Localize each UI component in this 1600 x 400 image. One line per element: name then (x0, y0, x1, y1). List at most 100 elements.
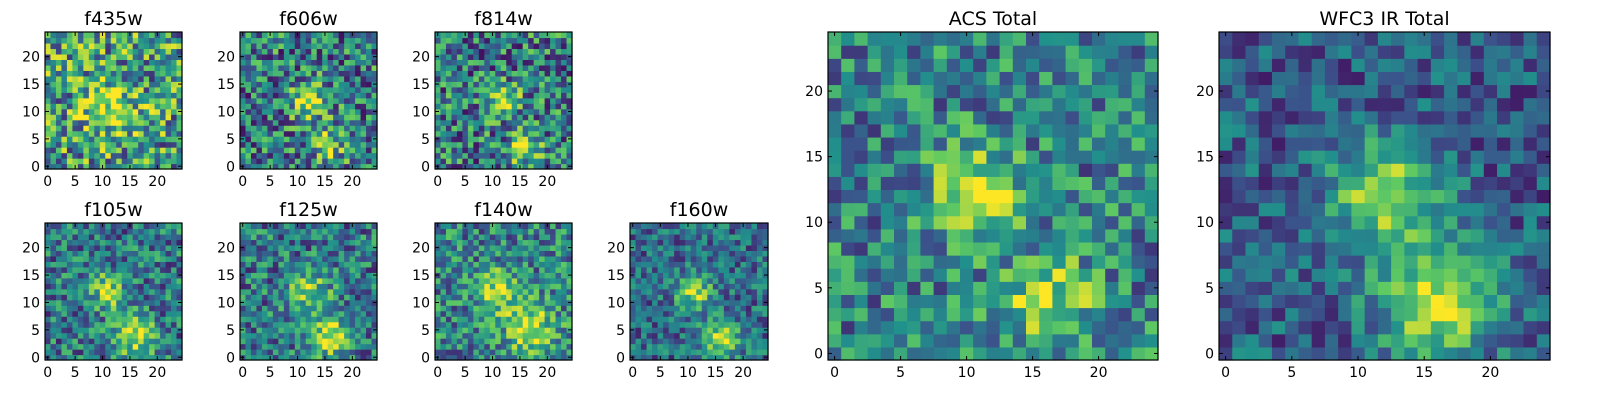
heatmap-cell (344, 250, 351, 257)
heatmap-cell (1298, 163, 1313, 177)
heatmap-cell (121, 103, 128, 110)
heatmap-cell (1118, 202, 1133, 217)
heatmap-cell (440, 119, 447, 126)
heatmap-cell (550, 130, 557, 137)
heatmap-cell (435, 349, 442, 356)
heatmap-cell (1245, 84, 1260, 99)
heatmap-cell (880, 333, 895, 348)
heatmap-cell (1039, 110, 1053, 125)
heatmap-cell (435, 277, 442, 284)
heatmap-cell (138, 343, 145, 350)
heatmap-cell (1039, 215, 1053, 230)
heatmap-cell (138, 327, 145, 334)
heatmap-cell (132, 343, 139, 350)
heatmap-cell (1457, 110, 1472, 125)
heatmap-cell (517, 152, 524, 159)
heatmap-cell (127, 53, 134, 60)
heatmap-cell (45, 103, 52, 110)
heatmap-cell (1144, 333, 1159, 348)
heatmap-cell (349, 97, 356, 104)
heatmap-cell (165, 283, 172, 290)
heatmap-cell (544, 103, 551, 110)
heatmap-cell (132, 92, 139, 99)
heatmap-cell (316, 228, 323, 235)
heatmap-cell (250, 277, 258, 284)
heatmap-cell (1144, 136, 1159, 151)
heatmap-cell (300, 354, 307, 361)
heatmap-cell (121, 327, 128, 334)
heatmap-cell (500, 299, 507, 306)
heatmap-cell (171, 338, 178, 345)
heatmap-cell (132, 130, 139, 137)
heatmap-cell (267, 152, 274, 159)
heatmap-cell (435, 103, 442, 110)
heatmap-cell (511, 103, 518, 110)
heatmap-cell (489, 114, 496, 121)
heatmap-cell (83, 114, 90, 121)
heatmap-cell (1523, 163, 1538, 177)
heatmap-cell (261, 53, 268, 60)
heatmap-cell (240, 332, 247, 339)
heatmap-cell (66, 86, 73, 93)
heatmap-cell (1457, 294, 1472, 309)
heatmap-cell (1258, 268, 1273, 282)
heatmap-cell (544, 299, 551, 306)
heatmap-cell (55, 147, 63, 154)
heatmap-cell (920, 176, 935, 191)
heatmap-cell (61, 294, 68, 301)
heatmap-cell (828, 45, 842, 59)
heatmap-cell (371, 332, 378, 339)
heatmap-cell (522, 349, 529, 356)
heatmap-cell (1391, 84, 1405, 99)
heatmap-cell (566, 283, 573, 290)
heatmap-cell (1391, 123, 1405, 138)
heatmap-cell (986, 97, 1001, 112)
heatmap-cell (105, 250, 112, 257)
heatmap-cell (333, 338, 340, 345)
heatmap-cell (165, 114, 172, 121)
heatmap-cell (854, 32, 869, 46)
heatmap-cell (1324, 281, 1339, 295)
heatmap-cell (360, 158, 367, 165)
heatmap-cell (305, 244, 312, 251)
heatmap-cell (1065, 255, 1080, 269)
heatmap-cell (121, 86, 128, 93)
heatmap-cell (841, 189, 855, 204)
heatmap-cell (1285, 268, 1300, 282)
heatmap-cell (986, 346, 1001, 361)
heatmap-cell (522, 158, 529, 165)
heatmap-cell (456, 283, 463, 290)
heatmap-cell (154, 338, 161, 345)
heatmap-cell (867, 176, 882, 191)
heatmap-cell (327, 125, 334, 132)
heatmap-cell (566, 70, 573, 77)
heatmap-cell (94, 327, 101, 334)
heatmap-cell (176, 147, 183, 154)
heatmap-cell (245, 283, 252, 290)
heatmap-cell (1131, 71, 1146, 86)
heatmap-cell (105, 294, 112, 301)
heatmap-cell (289, 64, 296, 71)
heatmap-cell (894, 150, 908, 164)
heatmap-cell (478, 141, 485, 148)
heatmap-cell (539, 349, 546, 356)
heatmap-cell (110, 349, 117, 356)
heatmap-cell (1105, 215, 1119, 230)
heatmap-cell (1430, 228, 1445, 243)
heatmap-cell (1039, 32, 1053, 46)
heatmap-cell (1536, 294, 1551, 309)
heatmap-cell (1052, 320, 1067, 335)
heatmap-cell (245, 244, 252, 251)
heatmap-cell (986, 189, 1001, 204)
heatmap-cell (83, 86, 90, 93)
heatmap-cell (240, 119, 247, 126)
heatmap-cell (160, 37, 167, 44)
heatmap-cell (322, 37, 329, 44)
heatmap-cell (478, 108, 485, 115)
heatmap-cell (316, 338, 323, 345)
heatmap-cell (165, 305, 172, 312)
heatmap-cell (121, 32, 128, 39)
heatmap-cell (322, 141, 329, 148)
heatmap-cell (517, 158, 524, 165)
heatmap-cell (245, 250, 252, 257)
